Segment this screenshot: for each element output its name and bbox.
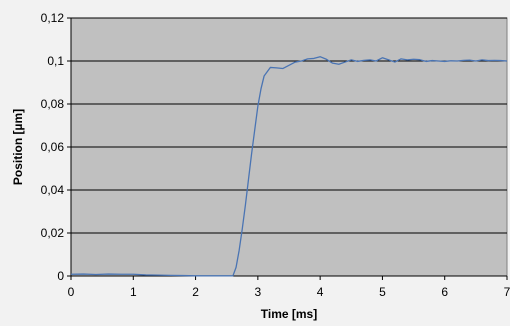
x-tick-label: 3 bbox=[255, 285, 262, 299]
y-tick-label: 0,1 bbox=[47, 54, 64, 68]
y-tick-label: 0,12 bbox=[41, 11, 65, 25]
x-tick-label: 7 bbox=[504, 285, 510, 299]
y-tick-label: 0,02 bbox=[41, 226, 65, 240]
y-tick-label: 0,04 bbox=[41, 183, 65, 197]
x-tick-label: 0 bbox=[68, 285, 75, 299]
x-tick-label: 1 bbox=[130, 285, 137, 299]
y-tick-label: 0,06 bbox=[41, 140, 65, 154]
x-axis-ticks: 0 1 2 3 4 5 6 7 bbox=[68, 276, 510, 299]
position-series-line bbox=[70, 56, 508, 277]
y-tick-label: 0,08 bbox=[41, 97, 65, 111]
x-tick-label: 6 bbox=[441, 285, 448, 299]
x-tick-label: 2 bbox=[192, 285, 199, 299]
y-axis-ticks: 0 0,02 0,04 0,06 0,08 0,1 0,12 bbox=[41, 11, 71, 283]
gridlines bbox=[71, 17, 507, 234]
x-tick-label: 5 bbox=[379, 285, 386, 299]
x-tick-label: 4 bbox=[317, 285, 324, 299]
y-tick-label: 0 bbox=[57, 269, 64, 283]
x-axis-title: Time [ms] bbox=[261, 307, 317, 321]
y-axis-title: Position [µm] bbox=[11, 109, 25, 185]
